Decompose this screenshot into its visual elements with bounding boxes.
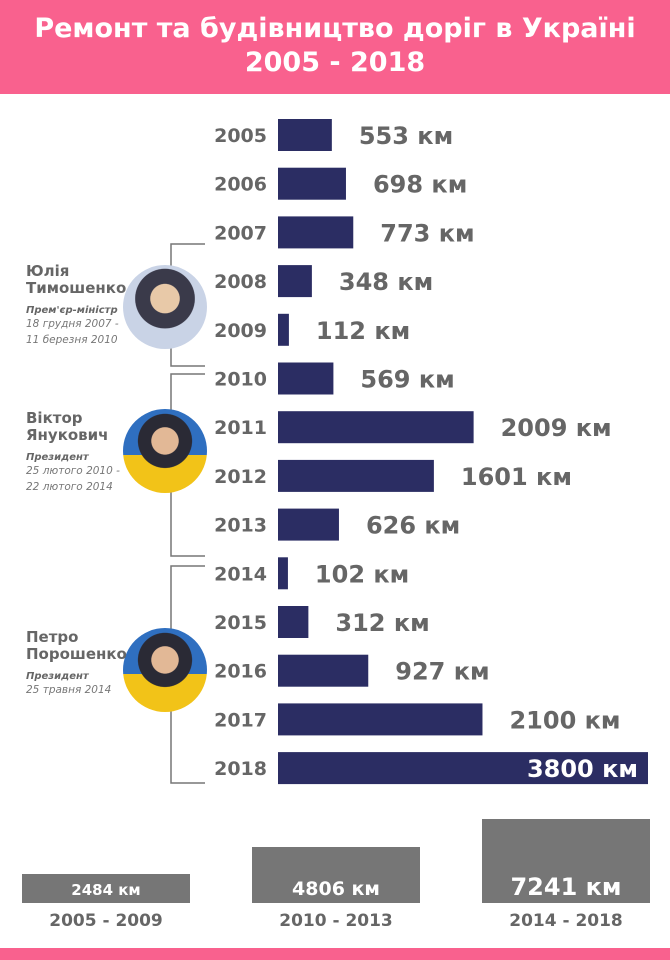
year-label: 2011	[214, 417, 267, 439]
value-label: 773 км	[380, 219, 474, 247]
title-line-2: 2005 - 2018	[244, 47, 426, 78]
bar-2015	[278, 606, 309, 638]
year-label: 2012	[214, 466, 267, 488]
bar-2005	[278, 119, 332, 151]
person-surname: Янукович	[26, 426, 109, 444]
value-label: 112 км	[316, 317, 410, 345]
summary-period: 2014 - 2018	[509, 911, 623, 931]
summary-value: 7241 км	[510, 873, 621, 901]
year-label: 2015	[214, 612, 267, 634]
bar-2011	[278, 411, 474, 444]
person-poroshenko: Петро Порошенко Президент 25 травня 2014	[26, 629, 136, 698]
year-label: 2018	[214, 758, 267, 780]
value-label: 312 км	[335, 609, 429, 637]
footer-banner	[0, 948, 670, 960]
value-label: 348 км	[339, 268, 433, 296]
tymoshenko-photo	[123, 265, 207, 349]
bar-2014	[278, 557, 288, 590]
summary-bar	[482, 819, 650, 903]
value-label: 626 км	[366, 512, 460, 540]
value-label: 2100 км	[509, 706, 620, 734]
bar-2018	[278, 752, 648, 785]
summary-period: 2010 - 2013	[279, 911, 393, 931]
bar-2009	[278, 313, 289, 346]
person-name: Віктор	[26, 409, 83, 427]
person-tymoshenko: Юлія Тимошенко Прем'єр-міністр 18 грудня…	[26, 263, 136, 348]
bar-2010	[278, 362, 334, 395]
bar-2016	[278, 654, 369, 687]
summary-period: 2005 - 2009	[49, 911, 163, 931]
person-date-end: 22 лютого 2014	[26, 481, 113, 493]
header-banner: Ремонт та будівництво доріг в Україні 20…	[0, 0, 670, 94]
person-name: Юлія	[26, 262, 70, 280]
year-label: 2007	[214, 222, 267, 244]
person-role: Президент	[26, 452, 89, 463]
person-date-start: 18 грудня 2007 -	[26, 318, 119, 330]
summary-value: 4806 км	[292, 878, 380, 900]
year-label: 2013	[214, 515, 267, 537]
value-label: 927 км	[395, 658, 489, 686]
bar-2007	[278, 216, 354, 249]
person-surname: Тимошенко	[26, 279, 127, 297]
person-date-start: 25 лютого 2010 -	[26, 465, 120, 477]
bar-2013	[278, 508, 339, 541]
title-line-1: Ремонт та будівництво доріг в Україні	[34, 13, 636, 44]
year-label: 2008	[214, 271, 267, 293]
year-label: 2009	[214, 320, 267, 342]
person-role: Президент	[26, 671, 89, 682]
year-label: 2016	[214, 661, 267, 683]
person-date-end: 11 березня 2010	[26, 334, 118, 346]
value-label: 553 км	[359, 122, 453, 150]
poroshenko-photo	[123, 628, 207, 712]
value-label: 1601 км	[461, 463, 572, 491]
person-yanukovych: Віктор Янукович Президент 25 лютого 2010…	[26, 410, 136, 495]
value-label: 102 км	[315, 560, 409, 588]
bar-2017	[278, 703, 483, 736]
person-name: Петро	[26, 628, 79, 646]
summary-bar	[22, 874, 190, 903]
year-label: 2017	[214, 709, 267, 731]
year-label: 2006	[214, 174, 267, 196]
year-label: 2005	[214, 125, 267, 147]
bar-2006	[278, 167, 346, 200]
person-surname: Порошенко	[26, 645, 127, 663]
value-label: 3800 км	[527, 755, 638, 783]
year-label: 2014	[214, 563, 267, 585]
person-role: Прем'єр-міністр	[26, 305, 118, 316]
bar-2012	[278, 459, 434, 492]
value-label: 2009 км	[501, 414, 612, 442]
summary-value: 2484 км	[71, 881, 140, 899]
person-date-start: 25 травня 2014	[26, 684, 112, 696]
value-label: 569 км	[360, 366, 454, 394]
year-label: 2010	[214, 369, 267, 391]
value-label: 698 км	[373, 171, 467, 199]
yanukovych-photo	[123, 409, 207, 493]
bar-2008	[278, 265, 312, 298]
summary-bar	[252, 847, 420, 903]
